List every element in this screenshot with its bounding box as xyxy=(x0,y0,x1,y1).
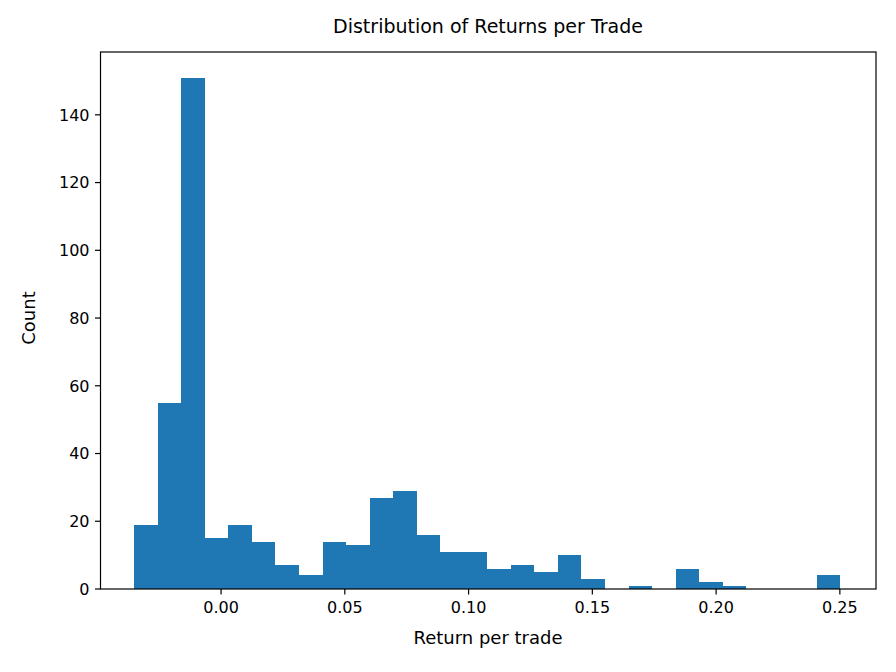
histogram-bar xyxy=(134,525,158,589)
x-tick-label: 0.05 xyxy=(327,598,363,617)
plot-border xyxy=(101,52,877,589)
histogram-bar xyxy=(205,538,229,589)
y-tick-label: 20 xyxy=(69,512,89,531)
x-tick-label: 0.25 xyxy=(822,598,858,617)
histogram-bar xyxy=(370,498,394,589)
histogram-bar xyxy=(181,78,205,589)
histogram-plot: 0.00 0.05 0.10 0.15 0.20 0.25 0 20 40 60 80 100 120 1… xyxy=(0,0,896,672)
histogram-bar xyxy=(228,525,252,589)
histogram-bar xyxy=(440,552,464,589)
y-tick-label: 120 xyxy=(59,173,90,192)
histogram-bar xyxy=(323,542,347,589)
y-tick-label: 40 xyxy=(69,444,89,463)
x-tick-label: 0.15 xyxy=(575,598,611,617)
histogram-bar xyxy=(275,565,299,589)
histogram-bar xyxy=(699,582,723,589)
y-tick-label: 60 xyxy=(69,377,89,396)
histogram-bar xyxy=(676,569,700,589)
histogram-bar xyxy=(817,575,841,589)
histogram-bar xyxy=(417,535,441,589)
histogram-bar xyxy=(393,491,417,589)
histogram-bar xyxy=(346,545,370,589)
histogram-bar xyxy=(299,575,323,589)
x-tick-label: 0.00 xyxy=(203,598,239,617)
y-tick-label: 80 xyxy=(69,309,89,328)
figure: Distribution of Returns per Trade Count … xyxy=(0,0,896,672)
histogram-bar xyxy=(511,565,535,589)
histogram-bar xyxy=(158,403,182,589)
histogram-bar xyxy=(464,552,488,589)
y-tick-label: 100 xyxy=(59,241,90,260)
histogram-bar xyxy=(487,569,511,589)
x-tick-label: 0.10 xyxy=(451,598,487,617)
histogram-bar xyxy=(558,555,582,589)
x-tick-label: 0.20 xyxy=(698,598,734,617)
y-tick-label: 140 xyxy=(59,106,90,125)
histogram-bar xyxy=(581,579,605,589)
histogram-bar xyxy=(252,542,276,589)
histogram-bar xyxy=(534,572,558,589)
y-tick-label: 0 xyxy=(79,580,89,599)
